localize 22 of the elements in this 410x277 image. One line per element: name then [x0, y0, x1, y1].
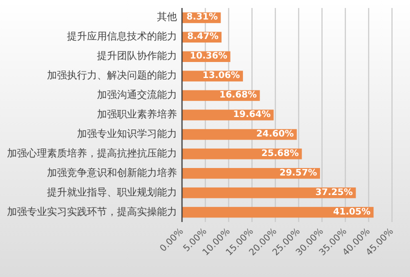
data-label: 8.47%	[187, 32, 219, 42]
data-label: 41.05%	[333, 207, 371, 218]
y-tick-label: 加强心理素质培养，提高抗挫抗压能力	[7, 147, 177, 160]
data-label: 19.64%	[233, 110, 271, 120]
y-tick-label: 提升团队协作能力	[97, 50, 177, 62]
data-label: 25.68%	[261, 148, 299, 159]
data-label: 16.68%	[219, 90, 257, 101]
data-label: 29.57%	[279, 168, 317, 178]
data-label: 13.06%	[202, 71, 240, 82]
data-label: 8.31%	[186, 12, 218, 23]
data-label: 37.25%	[315, 188, 353, 198]
data-label: 10.36%	[190, 52, 228, 62]
y-tick-label: 加强竞争意识和创新能力培养	[47, 166, 177, 179]
data-label: 24.60%	[256, 129, 294, 140]
y-tick-label: 提升应用信息技术的能力	[67, 30, 177, 43]
y-tick-label: 加强专业知识学习能力	[77, 128, 177, 140]
y-tick-label: 加强职业素养培养	[97, 108, 177, 120]
y-tick-label: 其他	[157, 11, 177, 24]
y-tick-label: 加强专业实习实践环节，提高实操能力	[7, 206, 177, 218]
y-tick-label: 加强沟通交流能力	[97, 89, 177, 102]
y-tick-label: 加强执行力、解决问题的能力	[47, 70, 177, 82]
y-tick-label: 提升就业指导、职业规划能力	[47, 186, 177, 198]
